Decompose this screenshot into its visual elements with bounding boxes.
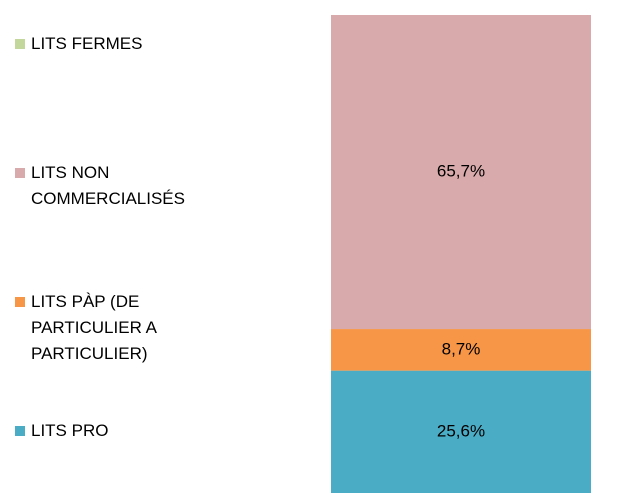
legend-swatch xyxy=(15,297,25,307)
data-label: 25,6% xyxy=(437,421,485,440)
legend-label: LITS FERMES xyxy=(31,34,143,53)
legend-swatch xyxy=(15,39,25,49)
legend-swatch xyxy=(15,168,25,178)
legend-swatch xyxy=(15,426,25,436)
data-label: 8,7% xyxy=(442,339,481,358)
bar-segment xyxy=(331,329,591,371)
bar-segment xyxy=(331,15,591,330)
legend-label: LITS PRO xyxy=(31,421,109,440)
legend-label: LITS PÀP (DE PARTICULIER A PARTICULIER) xyxy=(31,292,157,363)
data-label: 65,7% xyxy=(437,162,485,181)
legend-item: LITS NON COMMERCIALISÉS xyxy=(15,160,245,212)
legend-item: LITS FERMES xyxy=(15,31,245,57)
bar-segment xyxy=(331,370,591,493)
legend-item: LITS PRO xyxy=(15,418,245,444)
legend-item: LITS PÀP (DE PARTICULIER A PARTICULIER) xyxy=(15,289,245,367)
legend-label: LITS NON COMMERCIALISÉS xyxy=(31,163,185,208)
